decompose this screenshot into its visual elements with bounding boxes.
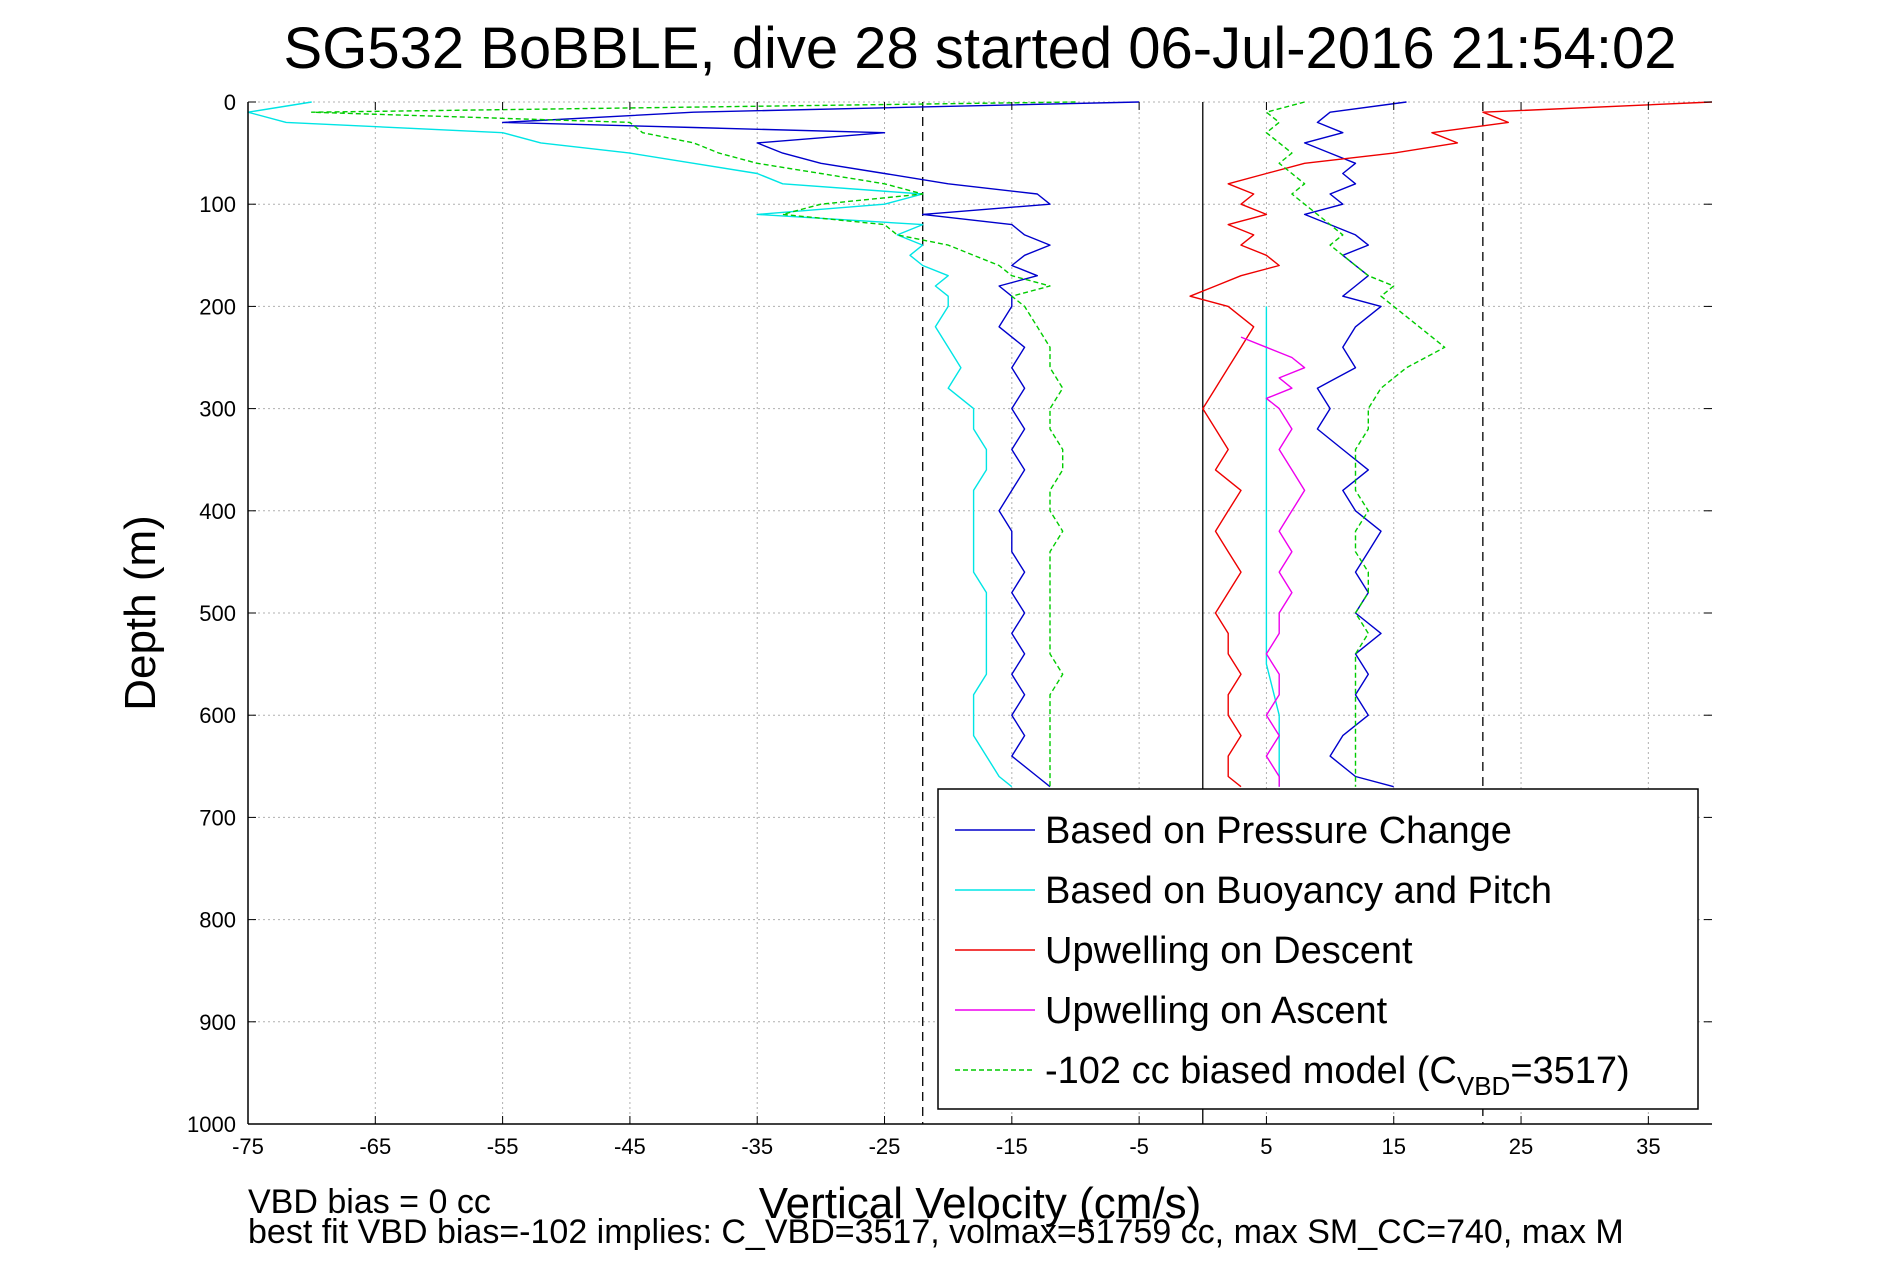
y-tick-label: 600 — [199, 703, 236, 728]
axes — [247, 101, 1712, 1125]
series-line-1-1 — [1265, 306, 1280, 787]
legend-label: Based on Pressure Change — [1045, 810, 1512, 852]
series-line-1-0 — [247, 101, 1013, 788]
tick-labels: -75 -65 -55 -45 -35 -25 -15 -5 5 15 25 350100200300… — [187, 90, 1661, 1159]
y-tick-label: 800 — [199, 908, 236, 933]
footer-best-fit: best fit VBD bias=-102 implies: C_VBD=35… — [248, 1213, 1624, 1251]
y-tick-label: 100 — [199, 192, 236, 217]
x-tick-label: -75 — [232, 1134, 264, 1159]
y-axis-label: Depth (m) — [116, 515, 165, 711]
x-tick-label: -35 — [741, 1134, 773, 1159]
legend-label: Upwelling on Descent — [1045, 930, 1413, 972]
legend: Based on Pressure Change Based on Buoyanc… — [937, 788, 1699, 1110]
y-tick-label: 700 — [199, 805, 236, 830]
series-line-0-1 — [1303, 101, 1407, 788]
y-tick-label: 500 — [199, 601, 236, 626]
y-tick-label: 0 — [224, 90, 236, 115]
legend-box — [937, 788, 1699, 1110]
x-tick-label: -45 — [614, 1134, 646, 1159]
y-tick-label: 900 — [199, 1010, 236, 1035]
series-line-4-0 — [311, 101, 1076, 787]
x-tick-label: 5 — [1260, 1134, 1272, 1159]
x-tick-label: -25 — [869, 1134, 901, 1159]
x-tick-label: -65 — [359, 1134, 391, 1159]
y-tick-label: 400 — [199, 499, 236, 524]
legend-label: -102 cc biased model (CVBD=3517) — [1045, 1050, 1630, 1101]
legend-label: Based on Buoyancy and Pitch — [1045, 870, 1552, 912]
x-tick-label: -55 — [487, 1134, 519, 1159]
y-tick-label: 200 — [199, 294, 236, 319]
y-tick-label: 1000 — [187, 1112, 236, 1137]
series-line-3-0 — [1240, 336, 1306, 787]
chart-title: SG532 BoBBLE, dive 28 started 06-Jul-201… — [284, 16, 1677, 81]
legend-entries: Based on Pressure Change Based on Buoyanc… — [955, 810, 1630, 1101]
x-tick-label: 35 — [1636, 1134, 1660, 1159]
series-line-2-0 — [1189, 101, 1713, 788]
x-tick-label: 15 — [1381, 1134, 1405, 1159]
series-line-4-1 — [1265, 101, 1446, 787]
x-tick-label: -15 — [996, 1134, 1028, 1159]
x-axis-label: Vertical Velocity (cm/s) — [759, 1179, 1202, 1228]
legend-label: Upwelling on Ascent — [1045, 990, 1388, 1032]
x-tick-label: 25 — [1509, 1134, 1533, 1159]
x-tick-label: -5 — [1129, 1134, 1149, 1159]
footer-vbd-bias: VBD bias = 0 cc — [248, 1183, 491, 1221]
series-line-0-0 — [501, 101, 1140, 788]
y-tick-label: 300 — [199, 397, 236, 422]
series-lines — [247, 101, 1713, 788]
